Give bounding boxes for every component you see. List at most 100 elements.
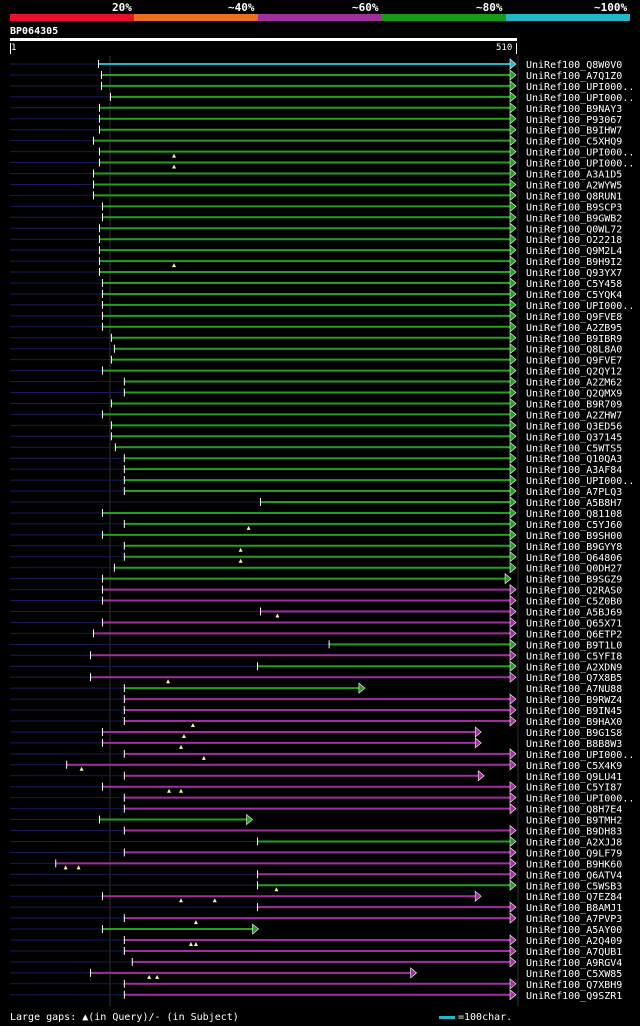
hit-label: UniRef100_Q64806 [526, 553, 622, 564]
gap-marker [188, 942, 193, 946]
hit-label: UniRef100_A7Q1Z0 [526, 71, 622, 82]
hit-label: UniRef100_UPI000.. [526, 93, 634, 104]
hit-arrow [509, 386, 517, 399]
hit-arrow [509, 934, 517, 946]
hit-arrow [509, 857, 517, 869]
hit-arrow [509, 156, 517, 169]
gap-marker [190, 723, 195, 727]
hit-label: UniRef100_Q8L8A0 [526, 345, 622, 356]
hit-arrow [509, 540, 517, 552]
hit-label: UniRef100_B9R709 [526, 399, 622, 410]
hit-label: UniRef100_B9IBR9 [526, 334, 622, 345]
hit-arrow [509, 408, 517, 421]
hit-label: UniRef100_Q93YX7 [526, 268, 622, 279]
hit-arrow [509, 178, 517, 191]
hit-label: UniRef100_P93067 [526, 115, 622, 126]
gap-marker [172, 263, 177, 268]
hit-arrow [509, 474, 517, 486]
hit-label: UniRef100_A7PLQ3 [526, 487, 622, 498]
hit-arrow [509, 824, 517, 837]
hit-arrow [509, 255, 517, 267]
hit-arrow [509, 704, 517, 716]
scale-label-80: ~80% [476, 1, 503, 14]
hit-label: UniRef100_Q0WL72 [526, 224, 622, 235]
gap-marker [172, 153, 177, 158]
scale-label-40: ~40% [228, 1, 255, 14]
hit-label: UniRef100_C5YJ60 [526, 520, 622, 531]
hit-label: UniRef100_B9DH83 [526, 827, 622, 838]
hit-label: UniRef100_Q81108 [526, 509, 622, 520]
hit-arrow [474, 737, 482, 749]
query-id: BP064305 [10, 26, 59, 37]
scale-label-60: ~60% [352, 1, 379, 14]
hit-arrow [509, 879, 517, 891]
hit-label: UniRef100_Q7EZ84 [526, 892, 622, 903]
hit-label: UniRef100_Q2RAS0 [526, 586, 622, 597]
gap-marker [178, 788, 183, 793]
hit-label: UniRef100_A7QUB1 [526, 947, 622, 958]
hit-arrow [509, 124, 517, 136]
hit-arrow [509, 419, 517, 431]
hit-label: UniRef100_Q6ETP2 [526, 629, 622, 640]
hit-arrow [509, 452, 517, 464]
hit-arrow [474, 890, 482, 902]
gap-marker [167, 788, 172, 793]
hit-label: UniRef100_Q9SZR1 [526, 991, 622, 1002]
hit-label: UniRef100_B9IN45 [526, 706, 622, 717]
scale-segment-cyan [506, 14, 630, 21]
hit-arrow [509, 145, 517, 158]
hit-arrow [509, 288, 517, 300]
gap-legend: Large gaps: ▲(in Query)/- (in Subject) [10, 1012, 239, 1023]
hit-label: UniRef100_UPI000.. [526, 159, 634, 170]
scale-label-20: 20% [112, 1, 132, 14]
hit-label: UniRef100_B9SH00 [526, 531, 622, 542]
hit-arrow [509, 244, 517, 256]
hit-label: UniRef100_UPI000.. [526, 794, 634, 805]
hit-label: UniRef100_A2Q409 [526, 936, 622, 947]
hit-label: UniRef100_B9HAX0 [526, 717, 622, 728]
hit-label: UniRef100_Q9M2L4 [526, 246, 622, 257]
hit-label: UniRef100_Q9FVE8 [526, 312, 622, 323]
hit-arrow [477, 770, 485, 782]
hit-arrow [509, 91, 517, 103]
hit-arrow [509, 551, 517, 563]
query-end: 510 [496, 43, 513, 53]
hit-arrow [509, 759, 517, 771]
hit-label: UniRef100_UPI000.. [526, 476, 634, 487]
hit-label: UniRef100_B9SCP3 [526, 202, 622, 213]
hit-label: UniRef100_UPI000.. [526, 301, 634, 312]
hit-arrow [509, 310, 517, 322]
hit-arrow [509, 912, 517, 924]
hit-label: UniRef100_A7PVP3 [526, 914, 622, 925]
hit-arrow [509, 266, 517, 278]
gap-marker [63, 865, 68, 870]
hit-arrow [509, 671, 517, 683]
hit-arrow [509, 649, 517, 661]
gap-marker [155, 974, 160, 979]
hit-arrow [509, 200, 517, 212]
hit-label: UniRef100_A2XJJ8 [526, 837, 622, 848]
hit-arrow [509, 616, 517, 629]
hit-label: UniRef100_C5XW85 [526, 969, 622, 980]
hit-arrow [410, 967, 418, 979]
hit-label: UniRef100_C5X4K9 [526, 761, 622, 772]
hit-arrow [509, 496, 517, 508]
hit-arrow [509, 507, 517, 519]
hit-label: UniRef100_A5BJ69 [526, 608, 622, 619]
hit-label: UniRef100_A2ZM62 [526, 378, 622, 389]
hit-label: UniRef100_Q0DH27 [526, 564, 622, 575]
hit-arrow [509, 113, 517, 125]
gap-marker [238, 558, 243, 563]
gap-marker [79, 766, 84, 771]
hit-arrow [509, 441, 517, 453]
hit-arrow [509, 660, 517, 672]
hit-label: UniRef100_Q7XBH9 [526, 980, 622, 991]
ruler-start-tick [10, 43, 11, 54]
hit-arrow [509, 529, 517, 541]
hit-label: UniRef100_C5WTS5 [526, 443, 622, 454]
hit-label: UniRef100_B9HK60 [526, 859, 622, 870]
ruler-end-tick [516, 43, 517, 54]
hit-label: UniRef100_O22218 [526, 235, 622, 246]
hit-arrow [509, 211, 517, 223]
hit-label: UniRef100_C5Y458 [526, 279, 622, 290]
